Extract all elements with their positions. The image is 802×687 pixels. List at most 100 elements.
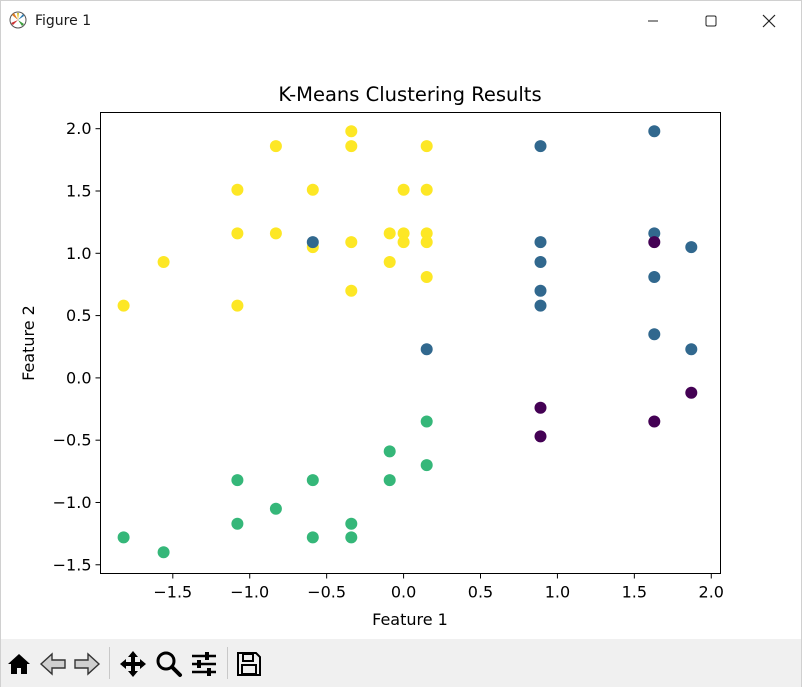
save-floppy-icon: [237, 652, 261, 676]
data-point: [269, 502, 282, 515]
data-point: [648, 125, 661, 138]
data-point: [383, 445, 396, 458]
data-point: [685, 343, 698, 356]
data-point: [420, 183, 433, 196]
plot-frame: [100, 112, 721, 574]
y-axis: −1.5 −1.0 −0.5 0.0 0.5 1.0 1.5 2.0: [53, 119, 101, 574]
x-tick-label: −0.5: [307, 583, 346, 602]
title-bar[interactable]: Figure 1: [1, 1, 801, 40]
data-point: [420, 415, 433, 428]
data-point: [397, 236, 410, 249]
data-point: [534, 430, 547, 443]
data-point: [397, 227, 410, 240]
data-point: [383, 256, 396, 268]
data-point: [345, 125, 358, 138]
y-tick-label: −0.5: [53, 431, 92, 450]
data-point: [420, 271, 433, 283]
data-point: [534, 256, 547, 268]
data-point: [345, 140, 358, 153]
data-point: [157, 256, 170, 268]
data-point: [231, 299, 244, 312]
data-point: [648, 328, 661, 341]
scatter-chart: K-Means Clustering Results −1.5 −1.0 −0.5 0…: [19, 83, 724, 629]
navigation-toolbar: [1, 639, 801, 687]
home-button[interactable]: [4, 649, 34, 679]
data-point: [269, 140, 282, 153]
maximize-icon: [705, 15, 717, 26]
data-point: [383, 227, 396, 240]
data-point: [397, 183, 410, 196]
data-point: [345, 284, 358, 297]
x-axis-label: Feature 1: [372, 610, 448, 629]
save-button[interactable]: [234, 649, 264, 679]
minimize-icon: [648, 20, 658, 21]
home-icon: [8, 654, 30, 674]
data-point: [534, 236, 547, 249]
data-point: [648, 236, 661, 249]
data-point: [306, 531, 319, 544]
points-layer: [117, 125, 698, 559]
maximize-button[interactable]: [682, 1, 740, 40]
x-axis: −1.5 −1.0 −0.5 0.0 0.5 1.0 1.5 2.0: [153, 573, 724, 602]
y-tick-label: −1.0: [53, 493, 92, 512]
y-axis-label: Feature 2: [19, 305, 38, 381]
data-point: [420, 459, 433, 472]
x-tick-label: 1.5: [622, 583, 647, 602]
pan-move-icon: [120, 651, 146, 677]
configure-subplots-button[interactable]: [189, 649, 219, 679]
data-point: [685, 386, 698, 399]
y-tick-label: 0.0: [66, 368, 91, 387]
data-point: [345, 531, 358, 544]
minimize-button[interactable]: [624, 1, 682, 40]
data-point: [117, 531, 130, 544]
data-point: [420, 140, 433, 153]
data-point: [117, 299, 130, 312]
data-point: [231, 183, 244, 196]
y-tick-label: 0.5: [66, 306, 91, 325]
forward-arrow-icon: [74, 652, 101, 676]
data-point: [648, 227, 661, 240]
x-tick-label: −1.5: [153, 583, 192, 602]
figure-canvas[interactable]: K-Means Clustering Results −1.5 −1.0 −0.5 0…: [1, 40, 801, 639]
data-point: [685, 241, 698, 254]
data-point: [534, 284, 547, 297]
data-point: [269, 227, 282, 240]
data-point: [534, 299, 547, 312]
data-point: [231, 517, 244, 530]
zoom-magnifier-icon: [156, 651, 182, 677]
data-point: [420, 236, 433, 249]
back-arrow-icon: [39, 652, 66, 676]
forward-button[interactable]: [72, 649, 102, 679]
x-tick-label: 2.0: [699, 583, 724, 602]
y-tick-label: 1.0: [66, 244, 91, 263]
data-point: [231, 474, 244, 487]
chart-title: K-Means Clustering Results: [278, 83, 541, 106]
y-tick-label: 1.5: [66, 181, 91, 200]
zoom-button[interactable]: [154, 649, 184, 679]
window-title: Figure 1: [35, 13, 92, 29]
data-point: [306, 236, 319, 249]
back-button[interactable]: [38, 649, 68, 679]
pan-button[interactable]: [118, 649, 148, 679]
data-point: [345, 236, 358, 249]
data-point: [231, 227, 244, 240]
data-point: [157, 546, 170, 559]
close-icon: [762, 14, 776, 27]
x-tick-label: 0.0: [391, 583, 416, 602]
y-tick-label: 2.0: [66, 119, 91, 138]
x-tick-label: 1.0: [545, 583, 570, 602]
data-point: [534, 140, 547, 153]
toolbar-separator: [227, 647, 228, 679]
data-point: [420, 227, 433, 240]
data-point: [345, 517, 358, 530]
data-point: [306, 183, 319, 196]
close-button[interactable]: [740, 1, 798, 40]
matplotlib-icon: [9, 11, 27, 29]
x-tick-label: 0.5: [468, 583, 493, 602]
sliders-icon: [192, 652, 216, 676]
data-point: [420, 343, 433, 356]
data-point: [534, 401, 547, 414]
data-point: [648, 415, 661, 428]
y-tick-label: −1.5: [53, 555, 92, 574]
